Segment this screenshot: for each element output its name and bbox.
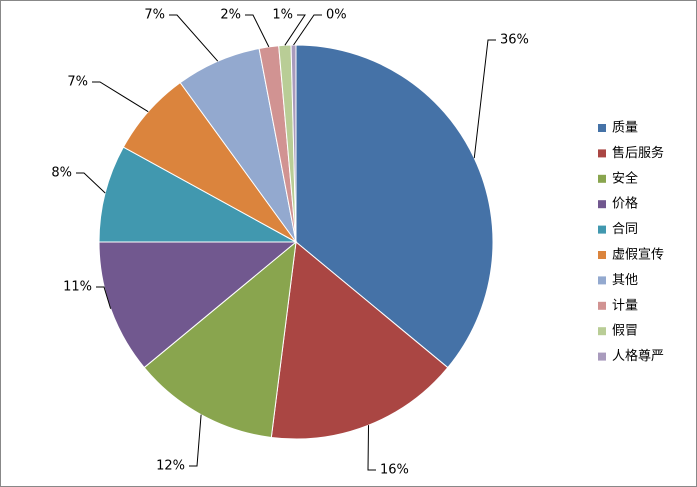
- leader-line: [92, 81, 149, 113]
- legend-label: 合同: [612, 222, 638, 237]
- data-label: 1%: [272, 8, 293, 23]
- legend-swatch: [598, 251, 606, 259]
- legend-swatch: [598, 327, 606, 336]
- pie-slice: [270, 241, 449, 440]
- legend-swatch: [598, 200, 606, 209]
- leader-line: [245, 14, 270, 48]
- leader-line: [76, 172, 106, 194]
- leader-line: [473, 39, 496, 159]
- legend-swatch: [598, 276, 606, 285]
- legend-swatch: [598, 174, 606, 183]
- data-label: 11%: [63, 280, 92, 295]
- data-label: 0%: [326, 8, 347, 23]
- leader-line: [189, 414, 202, 467]
- data-label: 12%: [156, 459, 185, 474]
- pie-slice: [290, 44, 297, 243]
- legend-swatch: [598, 301, 606, 310]
- leader-line: [293, 14, 322, 46]
- data-label: 7%: [144, 8, 165, 23]
- legend-label: 假冒: [612, 324, 638, 339]
- data-label: 8%: [51, 166, 72, 181]
- legend-label: 计量: [612, 298, 638, 313]
- legend-label: 价格: [612, 196, 638, 212]
- legend-swatch: [598, 225, 606, 234]
- data-label: 16%: [380, 463, 409, 478]
- pie-slice: [98, 146, 297, 243]
- pie-slice: [98, 241, 298, 369]
- data-label: 7%: [67, 75, 88, 90]
- legend-label: 其他: [612, 273, 638, 288]
- legend-swatch: [598, 352, 606, 361]
- legend-label: 虚假宣传: [612, 247, 664, 263]
- legend-label: 质量: [612, 121, 638, 136]
- legend-swatch: [598, 149, 606, 158]
- legend-label: 人格尊严: [612, 348, 664, 364]
- data-label: 36%: [500, 33, 529, 48]
- leader-line: [367, 425, 376, 471]
- legend-label: 安全: [612, 170, 638, 186]
- pie-slice: [295, 44, 494, 369]
- leader-line: [96, 286, 112, 309]
- legend-label: 售后服务: [612, 145, 664, 161]
- leader-line: [284, 14, 306, 46]
- legend-swatch: [598, 124, 606, 132]
- leader-line: [169, 14, 219, 62]
- pie-slice: [143, 240, 297, 439]
- data-label: 2%: [220, 8, 241, 23]
